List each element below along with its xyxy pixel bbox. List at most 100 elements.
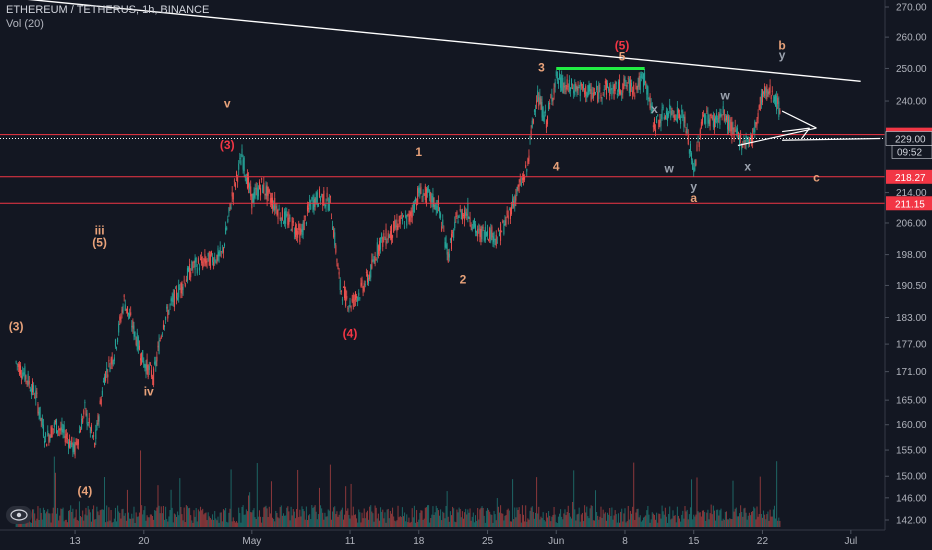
- volume-bar: [625, 522, 627, 527]
- candle-body: [470, 225, 472, 228]
- candle-body: [400, 214, 402, 216]
- price-tick-label: 260.00: [896, 33, 927, 44]
- volume-bar: [633, 462, 635, 527]
- candle-body: [375, 259, 377, 261]
- volume-bar: [196, 521, 198, 527]
- volume-bar: [337, 516, 339, 527]
- candle-body: [732, 127, 734, 130]
- volume-bar: [763, 510, 765, 527]
- volume-bar: [599, 516, 601, 527]
- volume-bar: [109, 520, 111, 527]
- volume-bar: [514, 507, 516, 527]
- candle-body: [370, 264, 372, 278]
- candle-body: [615, 82, 617, 85]
- volume-bar: [88, 509, 90, 527]
- candle-body: [248, 176, 250, 188]
- volume-bar: [99, 510, 101, 527]
- candle-body: [554, 81, 556, 88]
- volume-bar: [56, 513, 58, 527]
- time-tick-label: 20: [138, 536, 150, 547]
- volume-bar: [253, 508, 255, 527]
- volume-bar: [644, 516, 646, 527]
- candle-body: [623, 78, 625, 89]
- volume-bar: [719, 510, 721, 527]
- candle-body: [71, 436, 73, 445]
- volume-bar: [71, 511, 73, 527]
- wave-label: (4): [343, 326, 358, 340]
- candle-body: [775, 95, 777, 107]
- volume-bar: [320, 505, 322, 527]
- candle-body: [543, 115, 545, 122]
- volume-bar: [345, 486, 347, 527]
- volume-bar: [717, 509, 719, 527]
- candle-body: [674, 115, 676, 121]
- candle-body: [472, 220, 474, 229]
- volume-bar: [354, 514, 356, 527]
- candle-body: [581, 86, 583, 88]
- candle-body: [325, 204, 327, 206]
- volume-bar: [456, 509, 458, 527]
- candle-body: [97, 414, 99, 425]
- candle-body: [601, 97, 603, 99]
- candle-body: [560, 77, 562, 88]
- volume-bar: [554, 514, 556, 527]
- candle-body: [137, 336, 139, 350]
- price-tick-label: 165.00: [896, 396, 927, 407]
- volume-bar: [94, 519, 96, 527]
- candle-body: [42, 424, 44, 437]
- volume-bar: [222, 509, 224, 527]
- candle-body: [338, 271, 340, 275]
- candle-body: [632, 90, 634, 95]
- volume-bar: [406, 514, 408, 527]
- candle-body: [286, 213, 288, 216]
- volume-bar: [551, 516, 553, 527]
- candle-body: [693, 167, 695, 173]
- volume-bar: [548, 510, 550, 527]
- volume-bar: [682, 510, 684, 527]
- volume-bar: [441, 520, 443, 527]
- volume-bar: [615, 514, 617, 527]
- candle-body: [754, 121, 756, 133]
- volume-bar: [501, 513, 503, 527]
- candle-body: [538, 97, 540, 107]
- price-level-tag: [886, 169, 932, 184]
- candle-body: [144, 364, 146, 369]
- volume-bar: [85, 507, 87, 527]
- volume-bar: [437, 510, 439, 527]
- candle-body: [184, 283, 186, 287]
- candle-body: [758, 105, 760, 109]
- volume-bar: [264, 506, 266, 527]
- volume-bar: [591, 505, 593, 527]
- volume-bar: [506, 509, 508, 527]
- volume-bar: [340, 509, 342, 527]
- candle-body: [311, 197, 313, 200]
- volume-bar: [390, 513, 392, 527]
- volume-bar: [564, 509, 566, 527]
- volume-bar: [494, 514, 496, 527]
- volume-bar: [696, 477, 698, 527]
- candle-body: [388, 235, 390, 239]
- candle-body: [27, 373, 29, 386]
- volume-bar: [288, 511, 290, 527]
- candle-body: [467, 203, 469, 219]
- volume-bar: [613, 515, 615, 527]
- volume-bar: [711, 514, 713, 527]
- triangle-line: [781, 110, 817, 129]
- volume-bar: [585, 512, 587, 527]
- volume-bar: [273, 519, 275, 527]
- candle-body: [329, 195, 331, 198]
- volume-bar: [761, 517, 763, 527]
- candle-body: [414, 198, 416, 202]
- volume-bar: [369, 506, 371, 527]
- volume-bar: [643, 517, 645, 527]
- candle-body: [651, 105, 653, 112]
- volume-bar: [119, 513, 121, 527]
- candle-body: [85, 408, 87, 416]
- volume-bar: [286, 507, 288, 527]
- volume-bar: [334, 506, 336, 527]
- volume-bar: [773, 505, 775, 527]
- candle-body: [684, 116, 686, 123]
- volume-bar: [677, 515, 679, 527]
- candle-body: [621, 92, 623, 96]
